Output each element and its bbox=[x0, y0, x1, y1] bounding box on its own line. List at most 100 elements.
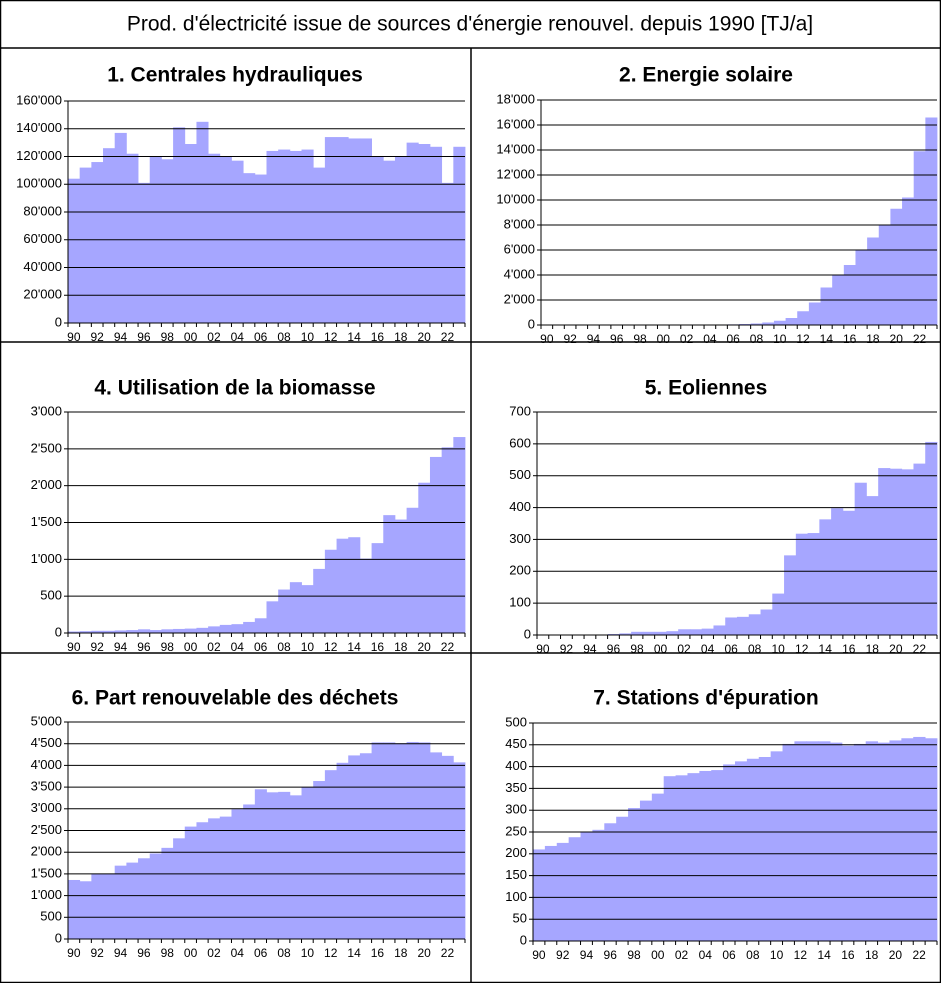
y-tick-label: 0 bbox=[55, 624, 62, 639]
bar bbox=[278, 791, 291, 939]
x-tick-label: 96 bbox=[137, 640, 151, 654]
bar bbox=[544, 845, 558, 941]
bar bbox=[806, 741, 819, 941]
x-tick-label: 90 bbox=[67, 330, 81, 344]
x-tick-label: 92 bbox=[91, 640, 105, 654]
bar bbox=[867, 237, 880, 325]
bar bbox=[371, 543, 384, 633]
bar bbox=[313, 781, 326, 939]
y-tick-label: 600 bbox=[509, 435, 531, 450]
bar bbox=[901, 738, 914, 941]
bar bbox=[266, 792, 279, 939]
y-tick-label: 120'000 bbox=[16, 148, 62, 163]
bar bbox=[735, 761, 748, 941]
bar bbox=[533, 849, 546, 941]
bar bbox=[418, 482, 431, 633]
bar bbox=[797, 311, 810, 325]
x-tick-label: 04 bbox=[231, 946, 245, 960]
x-tick-label: 08 bbox=[277, 946, 291, 960]
bar bbox=[678, 629, 691, 635]
bar bbox=[418, 144, 431, 323]
x-tick-label: 08 bbox=[748, 642, 762, 656]
x-tick-label: 14 bbox=[347, 640, 361, 654]
bar bbox=[654, 631, 667, 635]
bar bbox=[184, 628, 197, 633]
bar bbox=[114, 630, 127, 633]
bar bbox=[818, 741, 831, 941]
bar bbox=[592, 829, 605, 941]
bar bbox=[114, 132, 127, 323]
bar bbox=[842, 510, 856, 635]
bar bbox=[79, 631, 92, 633]
chart-title: 5. Eoliennes bbox=[645, 377, 768, 400]
bar bbox=[243, 173, 256, 323]
x-tick-label: 12 bbox=[324, 640, 338, 654]
x-tick-label: 06 bbox=[726, 332, 740, 346]
x-tick-label: 98 bbox=[630, 642, 644, 656]
bar bbox=[580, 832, 593, 941]
x-tick-label: 02 bbox=[675, 948, 689, 962]
x-tick-label: 02 bbox=[207, 640, 221, 654]
bar bbox=[925, 117, 938, 325]
x-tick-label: 20 bbox=[889, 642, 903, 656]
x-tick-label: 96 bbox=[137, 330, 151, 344]
bar bbox=[925, 441, 938, 635]
x-tick-label: 00 bbox=[184, 640, 198, 654]
bar bbox=[91, 162, 104, 323]
x-tick-label: 98 bbox=[161, 946, 175, 960]
x-tick-label: 10 bbox=[771, 642, 785, 656]
bar bbox=[687, 773, 700, 941]
y-tick-label: 500 bbox=[509, 467, 531, 482]
bar bbox=[184, 144, 197, 323]
bar bbox=[785, 318, 798, 325]
bar bbox=[91, 630, 104, 633]
y-tick-label: 40'000 bbox=[23, 259, 62, 274]
bar bbox=[878, 468, 891, 635]
bar bbox=[890, 208, 903, 325]
bar bbox=[161, 847, 174, 939]
bar bbox=[208, 818, 221, 939]
bar bbox=[138, 858, 151, 939]
bar bbox=[642, 631, 656, 635]
x-tick-label: 96 bbox=[607, 642, 621, 656]
bar bbox=[196, 822, 209, 939]
bar bbox=[103, 148, 116, 323]
x-tick-label: 96 bbox=[604, 948, 618, 962]
y-tick-label: 400 bbox=[509, 499, 531, 514]
x-tick-label: 00 bbox=[657, 332, 671, 346]
x-tick-label: 90 bbox=[67, 640, 81, 654]
bar bbox=[149, 853, 162, 939]
bar bbox=[219, 816, 232, 939]
bar bbox=[289, 150, 302, 323]
y-tick-label: 10'000 bbox=[496, 191, 535, 206]
x-tick-label: 08 bbox=[277, 640, 291, 654]
bar bbox=[689, 629, 703, 635]
x-tick-label: 02 bbox=[680, 332, 694, 346]
bar bbox=[651, 793, 665, 941]
bar bbox=[808, 302, 821, 325]
x-tick-label: 92 bbox=[91, 946, 105, 960]
bar bbox=[348, 537, 361, 633]
bar bbox=[807, 533, 820, 635]
bar bbox=[289, 795, 302, 939]
bar bbox=[394, 519, 408, 633]
x-tick-label: 04 bbox=[231, 330, 245, 344]
y-tick-label: 1'500 bbox=[31, 865, 62, 880]
bar bbox=[126, 630, 139, 633]
bar bbox=[877, 742, 890, 941]
y-tick-label: 200 bbox=[505, 845, 527, 860]
x-tick-label: 00 bbox=[184, 330, 198, 344]
x-tick-label: 16 bbox=[371, 330, 385, 344]
x-tick-label: 18 bbox=[394, 640, 408, 654]
y-tick-label: 4'000 bbox=[31, 757, 62, 772]
bar bbox=[243, 621, 256, 633]
x-tick-label: 04 bbox=[699, 948, 713, 962]
bar bbox=[820, 287, 833, 325]
bar bbox=[301, 149, 314, 323]
x-tick-label: 20 bbox=[889, 948, 903, 962]
y-tick-label: 2'500 bbox=[31, 440, 62, 455]
x-tick-label: 92 bbox=[560, 642, 574, 656]
bar bbox=[219, 624, 232, 633]
bar bbox=[126, 153, 139, 323]
